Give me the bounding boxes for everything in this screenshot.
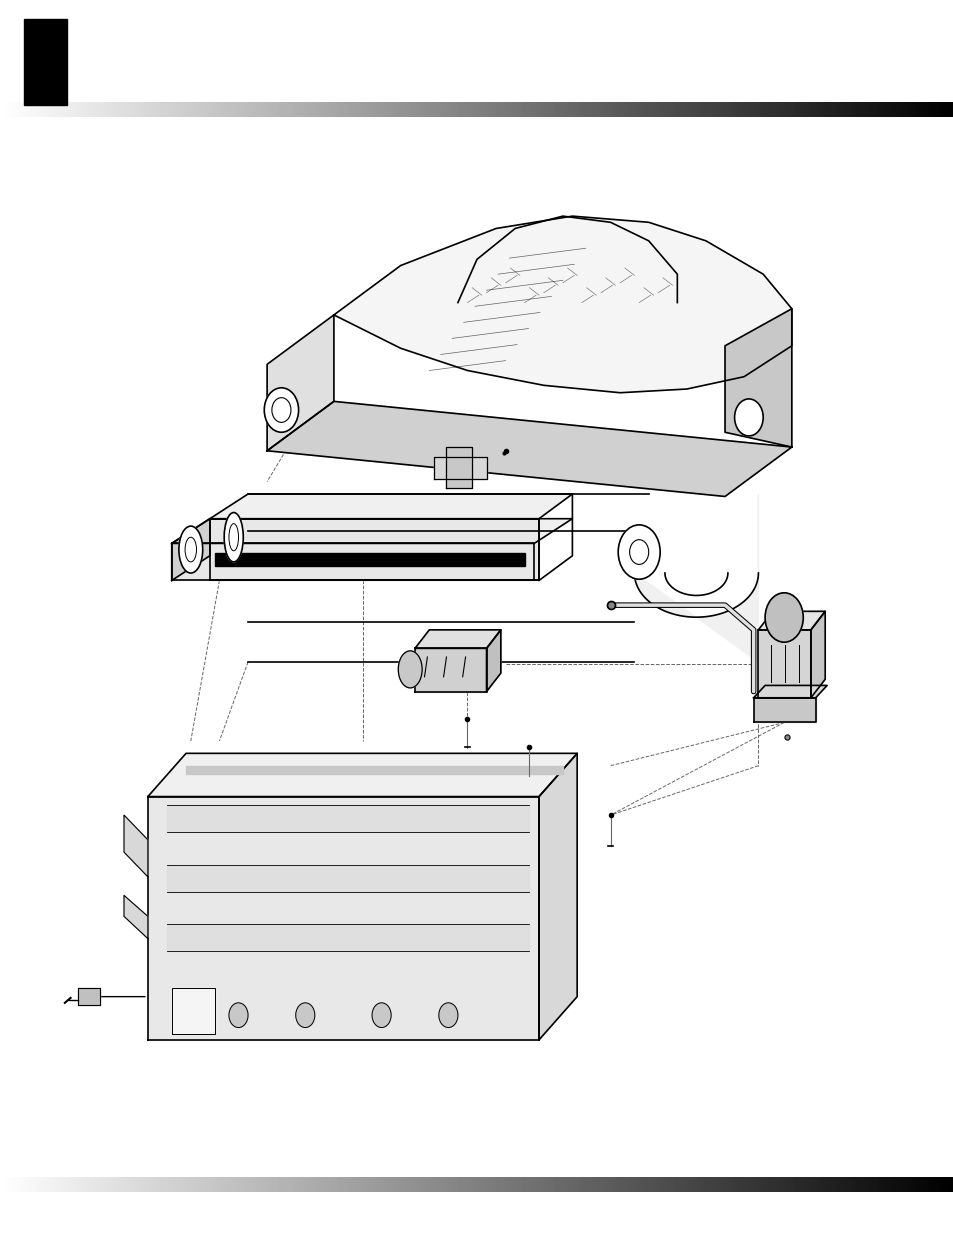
Polygon shape: [758, 630, 810, 698]
Polygon shape: [753, 698, 815, 722]
Polygon shape: [334, 216, 791, 393]
Polygon shape: [724, 309, 791, 447]
Polygon shape: [753, 685, 826, 698]
Polygon shape: [434, 457, 486, 479]
Polygon shape: [186, 766, 562, 774]
Circle shape: [764, 593, 802, 642]
Polygon shape: [124, 895, 148, 939]
Polygon shape: [214, 553, 524, 566]
Polygon shape: [810, 611, 824, 698]
Polygon shape: [172, 988, 214, 1034]
Polygon shape: [148, 753, 577, 797]
Bar: [24, 19, 67, 105]
Circle shape: [295, 1003, 314, 1028]
Circle shape: [264, 388, 298, 432]
Polygon shape: [267, 401, 791, 496]
Polygon shape: [172, 519, 572, 543]
Ellipse shape: [178, 526, 202, 573]
Polygon shape: [167, 864, 529, 892]
Ellipse shape: [224, 513, 243, 562]
Polygon shape: [167, 924, 529, 951]
Polygon shape: [538, 753, 577, 1040]
Polygon shape: [758, 611, 824, 630]
Polygon shape: [267, 315, 334, 451]
Polygon shape: [415, 630, 500, 648]
Circle shape: [734, 399, 762, 436]
Polygon shape: [634, 494, 758, 662]
Polygon shape: [78, 988, 100, 1005]
Polygon shape: [124, 815, 148, 877]
Polygon shape: [415, 648, 486, 692]
Polygon shape: [210, 494, 572, 519]
Polygon shape: [486, 630, 500, 692]
Circle shape: [372, 1003, 391, 1028]
Circle shape: [438, 1003, 457, 1028]
Circle shape: [618, 525, 659, 579]
Polygon shape: [172, 543, 534, 580]
Ellipse shape: [398, 651, 421, 688]
Circle shape: [229, 1003, 248, 1028]
Polygon shape: [446, 447, 472, 488]
Polygon shape: [167, 805, 529, 832]
Polygon shape: [148, 797, 538, 1040]
Polygon shape: [210, 519, 538, 580]
Polygon shape: [172, 519, 210, 580]
